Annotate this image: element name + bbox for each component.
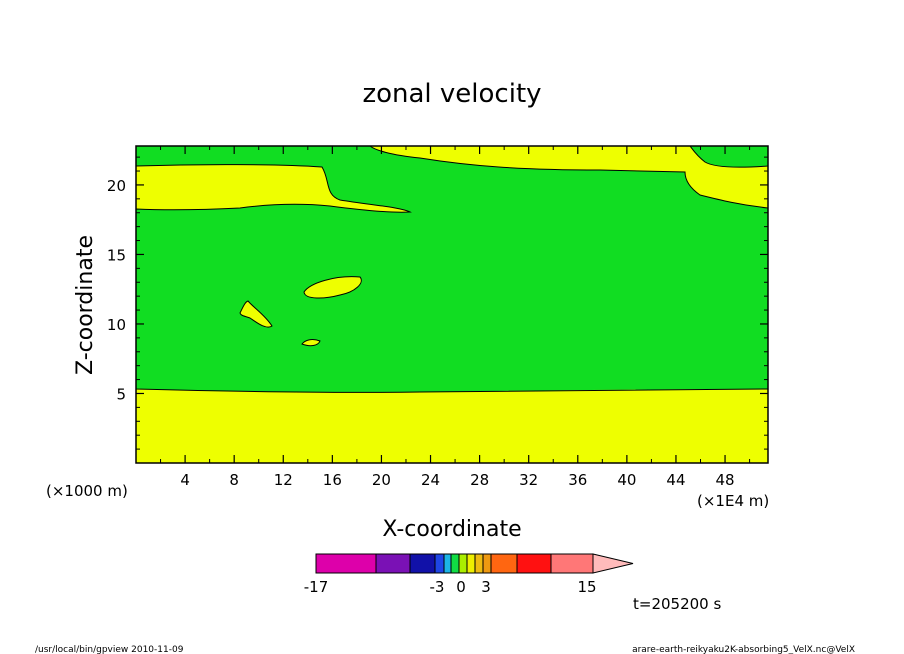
x-axis-unit-left: (×1000 m) [46, 482, 128, 500]
colorbar-swatch [490, 553, 518, 574]
colorbar-ticks: -17 -3 0 3 15 [304, 578, 597, 596]
footer-left: /usr/local/bin/gpview 2010-11-09 [35, 645, 184, 654]
colorbar-swatch [474, 553, 484, 574]
colorbar-swatch [482, 553, 492, 574]
x-tick-label: 4 [180, 471, 190, 489]
blob-2 [239, 300, 273, 328]
colorbar-tick-label: -3 [430, 578, 445, 596]
x-tick-label: 20 [372, 471, 391, 489]
x-tick-label: 24 [421, 471, 440, 489]
x-axis-unit-right: (×1E4 m) [697, 492, 769, 510]
x-tick-label: 36 [568, 471, 587, 489]
plot-frame [135, 145, 769, 464]
footer-right: arare-earth-reikyaku2K-absorbing5_VelX.n… [632, 645, 855, 654]
y-axis: 5 10 15 20 [107, 156, 768, 450]
y-tick-label: 20 [107, 177, 126, 195]
colorbar-swatch [450, 553, 460, 574]
colorbar-swatch [375, 553, 411, 574]
colorbar [315, 553, 634, 574]
x-tick-label: 44 [666, 471, 685, 489]
colorbar-tick-label: 0 [456, 578, 466, 596]
x-tick-label: 12 [274, 471, 293, 489]
colorbar-swatch [443, 553, 452, 574]
colorbar-swatch [409, 553, 436, 574]
y-axis-label: Z-coordinate [73, 235, 98, 375]
x-tick-label: 40 [617, 471, 636, 489]
x-tick-label: 16 [323, 471, 342, 489]
blob-3 [301, 339, 321, 347]
time-label: t=205200 s [633, 595, 721, 613]
region-right-top-corner [689, 145, 769, 168]
colorbar-swatch [466, 553, 476, 574]
y-tick-label: 5 [116, 385, 126, 403]
colorbar-swatch [315, 553, 377, 574]
colorbar-tick-label: -17 [304, 578, 329, 596]
blob-1 [303, 276, 362, 299]
colorbar-swatch [458, 553, 468, 574]
y-tick-label: 10 [107, 316, 126, 334]
x-axis-label: X-coordinate [382, 517, 521, 542]
chart-title: zonal velocity [362, 79, 541, 109]
plot-area [135, 145, 769, 464]
colorbar-swatch [434, 553, 445, 574]
colorbar-swatch [516, 553, 552, 574]
y-tick-label: 15 [107, 246, 126, 264]
x-axis: 4 8 12 16 20 24 28 32 36 40 44 48 [160, 146, 751, 489]
colorbar-swatch [550, 553, 594, 574]
x-tick-label: 48 [716, 471, 735, 489]
colorbar-arrow [592, 553, 634, 574]
colorbar-tick-label: 15 [577, 578, 596, 596]
x-tick-label: 32 [519, 471, 538, 489]
x-tick-label: 8 [229, 471, 239, 489]
x-tick-label: 28 [470, 471, 489, 489]
colorbar-tick-label: 3 [481, 578, 491, 596]
